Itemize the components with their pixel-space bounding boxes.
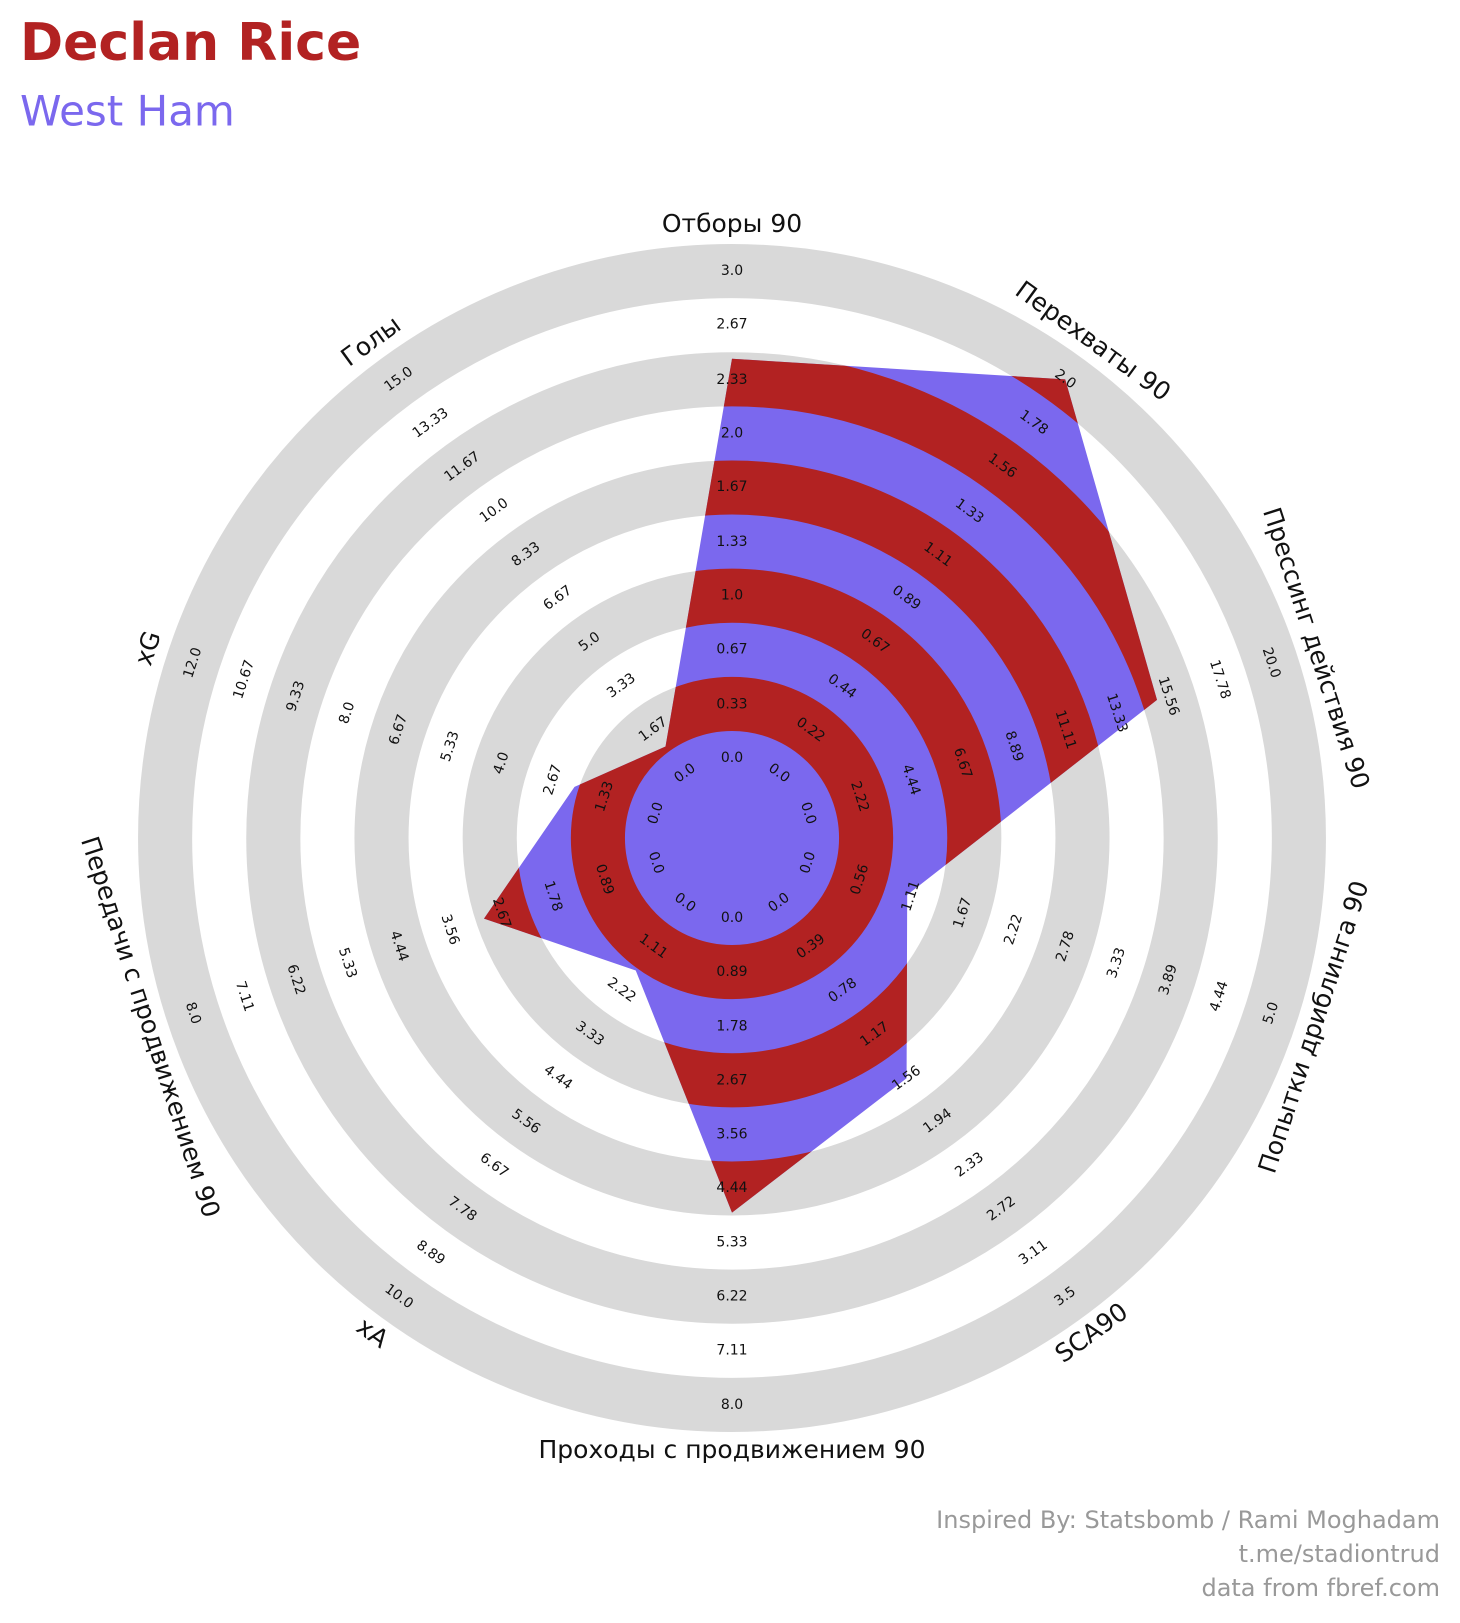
tick-label: 0.0: [645, 800, 667, 826]
tick-label: 2.33: [716, 372, 747, 388]
tick-label: 7.11: [716, 1343, 747, 1359]
tick-label: 6.67: [540, 582, 575, 613]
data-ring: [570, 676, 894, 1000]
tick-label: 1.67: [716, 479, 747, 495]
tick-label: 3.56: [716, 1127, 747, 1143]
tick-label: 3.33: [1104, 946, 1129, 981]
tick-label: 8.0: [182, 1000, 204, 1026]
tick-label: 5.33: [335, 946, 360, 981]
tick-label: 0.0: [797, 800, 819, 826]
tick-label: 4.44: [716, 1180, 747, 1196]
credit: t.me/stadiontrud: [1239, 1540, 1440, 1568]
tick-label: 6.22: [716, 1289, 747, 1305]
tick-label: 0.67: [716, 641, 747, 657]
credit: data from fbref.com: [1201, 1574, 1440, 1602]
axis-label: Отборы 90: [662, 209, 802, 238]
tick-label: 0.0: [797, 850, 819, 876]
tick-label: 1.78: [716, 1018, 747, 1034]
tick-label: 2.22: [604, 975, 639, 1006]
tick-label: 0.33: [716, 696, 747, 712]
tick-label: 0.0: [721, 750, 743, 766]
tick-label: 0.0: [645, 850, 667, 876]
tick-label: 8.89: [413, 1237, 448, 1268]
tick-label: 5.33: [716, 1234, 747, 1250]
tick-label: 10.0: [477, 495, 512, 526]
credit: Inspired By: Statsbomb / Rami Moghadam: [936, 1506, 1440, 1534]
tick-label: 0.89: [716, 964, 747, 980]
tick-label: 13.33: [410, 405, 452, 442]
chart-title: Declan Rice: [20, 13, 361, 73]
tick-label: 5.0: [1260, 1000, 1282, 1026]
tick-label: 2.22: [1001, 912, 1026, 947]
tick-label: 2.33: [952, 1149, 987, 1180]
tick-label: 0.0: [721, 910, 743, 926]
tick-label: 4.44: [1207, 979, 1232, 1014]
axis-label: Проходы с продвижением 90: [539, 1435, 926, 1464]
tick-label: 7.11: [232, 979, 257, 1014]
tick-label: 3.0: [721, 263, 743, 279]
tick-label: 3.11: [1016, 1237, 1051, 1268]
tick-label: 1.33: [716, 534, 747, 550]
tick-label: 2.67: [540, 763, 565, 798]
chart-subtitle: West Ham: [20, 87, 235, 136]
tick-label: 17.78: [1206, 658, 1234, 701]
axis-label: xG: [129, 627, 167, 668]
tick-label: 2.67: [716, 317, 747, 333]
tick-label: 5.33: [438, 729, 463, 764]
tick-label: 3.56: [437, 912, 462, 947]
tick-label: 1.0: [721, 588, 743, 604]
tick-label: 4.44: [541, 1062, 576, 1093]
ring: [138, 244, 1326, 1432]
tick-label: 2.0: [721, 425, 743, 441]
tick-label: 3.33: [604, 670, 639, 701]
tick-label: 4.0: [491, 750, 513, 776]
tick-label: 8.0: [721, 1397, 743, 1413]
tick-label: 2.67: [716, 1073, 747, 1089]
tick-label: 8.0: [336, 700, 358, 726]
tick-label: 10.67: [230, 658, 258, 701]
data-ring: [484, 358, 1158, 1213]
tick-label: 6.67: [477, 1150, 512, 1181]
